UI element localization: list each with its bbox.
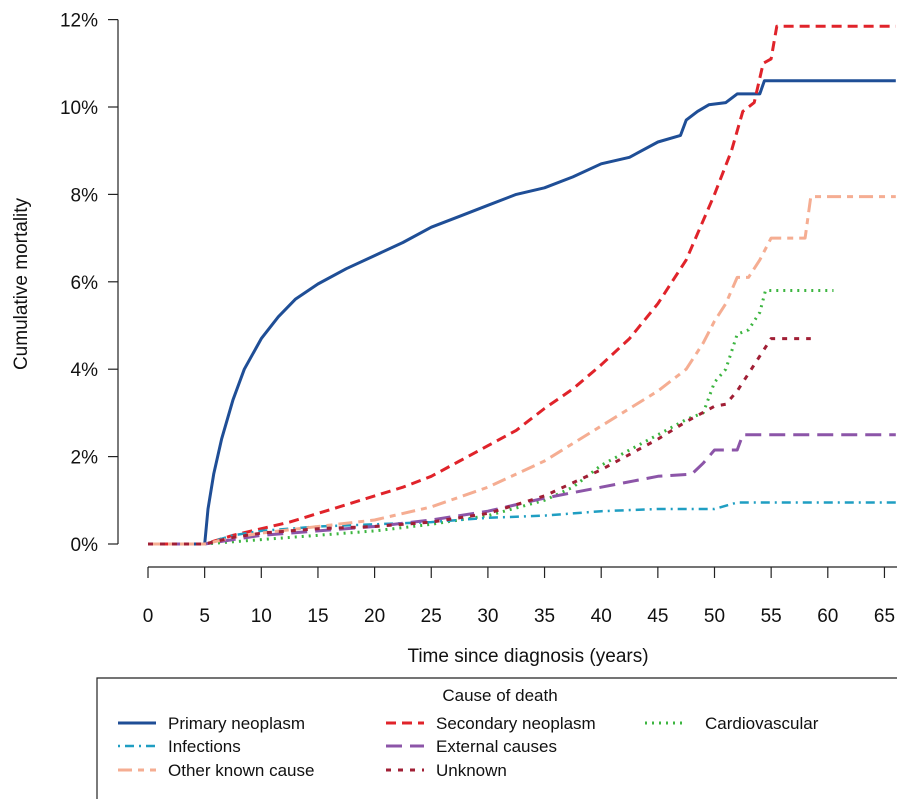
x-axis-label: Time since diagnosis (years) xyxy=(407,646,648,667)
x-tick-label: 60 xyxy=(817,606,838,627)
x-tick-label: 5 xyxy=(199,606,210,627)
legend: Cause of death Primary neoplasm Secondary… xyxy=(96,677,897,799)
series-line-infections xyxy=(148,501,896,546)
legend-label-secondary-neoplasm: Secondary neoplasm xyxy=(436,714,596,733)
series-line-cardiovascular xyxy=(148,289,834,546)
x-tick-label: 20 xyxy=(364,606,385,627)
y-tick-label: 8% xyxy=(71,185,99,206)
series-line-unknown xyxy=(148,337,811,546)
x-tick-label: 35 xyxy=(534,606,555,627)
x-tick-label: 40 xyxy=(591,606,612,627)
series-line-external-causes xyxy=(148,433,896,546)
legend-label-external-causes: External causes xyxy=(436,737,557,756)
x-tick-label: 0 xyxy=(143,606,154,627)
series-line-secondary-neoplasm xyxy=(148,24,896,546)
legend-label-cardiovascular: Cardiovascular xyxy=(705,714,819,733)
x-tick-label: 10 xyxy=(251,606,272,627)
legend-frame xyxy=(96,677,897,799)
y-tick-label: 12% xyxy=(60,11,98,32)
x-tick-label: 45 xyxy=(647,606,668,627)
y-tick-label: 2% xyxy=(71,448,99,469)
x-tick-label: 25 xyxy=(421,606,442,627)
x-axis: 0 5 10 15 20 25 30 35 40 45 50 55 60 65 xyxy=(143,566,897,627)
y-tick-label: 0% xyxy=(71,535,99,556)
x-tick-label: 30 xyxy=(477,606,498,627)
x-tick-label: 15 xyxy=(307,606,328,627)
y-axis: 0% 2% 4% 6% 8% 10% 12% xyxy=(60,11,119,556)
series-line-other-known-cause xyxy=(148,195,896,546)
legend-label-unknown: Unknown xyxy=(436,761,507,780)
legend-label-other-known-cause: Other known cause xyxy=(168,761,314,780)
y-tick-label: 6% xyxy=(71,273,99,294)
legend-label-primary-neoplasm: Primary neoplasm xyxy=(168,714,305,733)
y-tick-label: 10% xyxy=(60,98,98,119)
y-tick-label: 4% xyxy=(71,360,99,381)
x-tick-label: 50 xyxy=(704,606,725,627)
legend-title: Cause of death xyxy=(442,686,557,705)
legend-label-infections: Infections xyxy=(168,737,241,756)
x-tick-label: 65 xyxy=(874,606,895,627)
x-tick-label: 55 xyxy=(761,606,782,627)
series-layer xyxy=(148,24,896,546)
y-axis-label: Cumulative mortality xyxy=(11,197,32,370)
series-line-primary-neoplasm xyxy=(148,79,896,546)
